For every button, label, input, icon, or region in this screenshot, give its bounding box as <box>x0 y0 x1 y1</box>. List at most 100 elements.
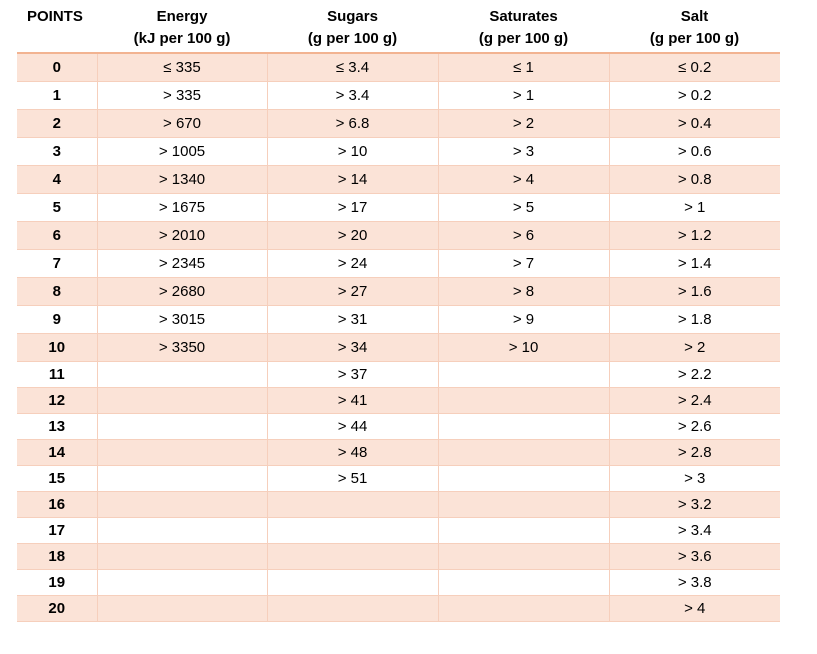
cell-points: 13 <box>17 413 97 440</box>
header-sugars: Sugars (g per 100 g) <box>267 6 438 54</box>
table-row: 18 > 3.6 <box>17 543 780 570</box>
cell-salt: > 1 <box>608 193 780 222</box>
cell-saturates <box>437 517 609 544</box>
cell-salt: > 2.2 <box>608 361 780 388</box>
cell-salt: > 0.2 <box>608 81 780 110</box>
table-row: 17 > 3.4 <box>17 517 780 544</box>
cell-saturates: > 5 <box>437 193 609 222</box>
table-row: 1 > 335 > 3.4 > 1 > 0.2 <box>17 81 780 110</box>
table-row: 15 > 51 > 3 <box>17 465 780 492</box>
cell-sugars: > 34 <box>266 333 438 362</box>
cell-saturates: > 3 <box>437 137 609 166</box>
table-row: 7 > 2345 > 24 > 7 > 1.4 <box>17 249 780 278</box>
header-points: POINTS <box>17 6 97 54</box>
cell-salt: > 3.6 <box>608 543 780 570</box>
table-row: 2 > 670 > 6.8 > 2 > 0.4 <box>17 109 780 138</box>
cell-points: 7 <box>17 249 97 278</box>
cell-sugars: > 14 <box>266 165 438 194</box>
cell-energy: > 3350 <box>96 333 267 362</box>
cell-points: 20 <box>17 595 97 622</box>
header-points-label: POINTS <box>27 8 83 25</box>
cell-energy <box>96 595 267 622</box>
cell-sugars: > 24 <box>266 249 438 278</box>
cell-salt: > 0.6 <box>608 137 780 166</box>
cell-salt: > 4 <box>608 595 780 622</box>
cell-energy: > 670 <box>96 109 267 138</box>
table-row: 11 > 37 > 2.2 <box>17 361 780 388</box>
cell-points: 11 <box>17 361 97 388</box>
nutrient-points-table-container: POINTS Energy (kJ per 100 g) Sugars (g p… <box>17 6 780 622</box>
cell-saturates: > 2 <box>437 109 609 138</box>
cell-salt: > 1.6 <box>608 277 780 306</box>
cell-salt: > 2.8 <box>608 439 780 466</box>
cell-saturates: ≤ 1 <box>437 53 609 82</box>
cell-saturates <box>437 595 609 622</box>
table-row: 0 ≤ 335 ≤ 3.4 ≤ 1 ≤ 0.2 <box>17 53 780 82</box>
cell-energy <box>96 517 267 544</box>
cell-points: 9 <box>17 305 97 334</box>
cell-points: 5 <box>17 193 97 222</box>
cell-saturates: > 8 <box>437 277 609 306</box>
header-sugars-label: Sugars <box>327 8 378 25</box>
header-salt-unit: (g per 100 g) <box>649 30 740 47</box>
cell-salt: > 1.4 <box>608 249 780 278</box>
table-body: 0 ≤ 335 ≤ 3.4 ≤ 1 ≤ 0.2 1 > 335 > 3.4 > 1 > 0.2 2 >… <box>17 53 780 622</box>
cell-energy: > 1005 <box>96 137 267 166</box>
cell-sugars: > 27 <box>266 277 438 306</box>
cell-sugars <box>266 517 438 544</box>
table-row: 20 > 4 <box>17 595 780 622</box>
cell-saturates: > 10 <box>437 333 609 362</box>
cell-points: 16 <box>17 491 97 518</box>
nutrient-points-table: POINTS Energy (kJ per 100 g) Sugars (g p… <box>17 6 780 622</box>
cell-points: 12 <box>17 387 97 414</box>
cell-points: 1 <box>17 81 97 110</box>
cell-energy: > 1675 <box>96 193 267 222</box>
cell-energy <box>96 569 267 596</box>
cell-sugars: > 17 <box>266 193 438 222</box>
cell-salt: > 2.6 <box>608 413 780 440</box>
cell-sugars: > 41 <box>266 387 438 414</box>
cell-salt: > 0.4 <box>608 109 780 138</box>
cell-sugars <box>266 543 438 570</box>
cell-saturates <box>437 569 609 596</box>
cell-points: 17 <box>17 517 97 544</box>
cell-points: 19 <box>17 569 97 596</box>
cell-energy: > 2680 <box>96 277 267 306</box>
cell-energy <box>96 361 267 388</box>
cell-sugars: > 3.4 <box>266 81 438 110</box>
cell-saturates <box>437 543 609 570</box>
table-row: 12 > 41 > 2.4 <box>17 387 780 414</box>
cell-energy: > 2345 <box>96 249 267 278</box>
table-row: 13 > 44 > 2.6 <box>17 413 780 440</box>
header-sugars-unit: (g per 100 g) <box>307 30 398 47</box>
cell-salt: > 2 <box>608 333 780 362</box>
header-energy: Energy (kJ per 100 g) <box>97 6 267 54</box>
cell-sugars: > 37 <box>266 361 438 388</box>
header-saturates: Saturates (g per 100 g) <box>438 6 609 54</box>
cell-points: 6 <box>17 221 97 250</box>
cell-energy: > 1340 <box>96 165 267 194</box>
cell-saturates: > 4 <box>437 165 609 194</box>
cell-sugars: > 6.8 <box>266 109 438 138</box>
header-salt: Salt (g per 100 g) <box>609 6 780 54</box>
cell-salt: > 2.4 <box>608 387 780 414</box>
cell-points: 15 <box>17 465 97 492</box>
cell-points: 14 <box>17 439 97 466</box>
cell-salt: > 1.8 <box>608 305 780 334</box>
cell-energy: > 2010 <box>96 221 267 250</box>
cell-energy: > 3015 <box>96 305 267 334</box>
cell-saturates <box>437 361 609 388</box>
cell-saturates: > 7 <box>437 249 609 278</box>
cell-saturates <box>437 413 609 440</box>
cell-points: 0 <box>17 53 97 82</box>
cell-energy <box>96 465 267 492</box>
cell-salt: > 1.2 <box>608 221 780 250</box>
header-saturates-label: Saturates <box>489 8 558 25</box>
cell-points: 10 <box>17 333 97 362</box>
table-row: 8 > 2680 > 27 > 8 > 1.6 <box>17 277 780 306</box>
cell-energy <box>96 439 267 466</box>
cell-points: 4 <box>17 165 97 194</box>
header-energy-label: Energy <box>156 8 208 25</box>
cell-saturates: > 9 <box>437 305 609 334</box>
table-row: 4 > 1340 > 14 > 4 > 0.8 <box>17 165 780 194</box>
